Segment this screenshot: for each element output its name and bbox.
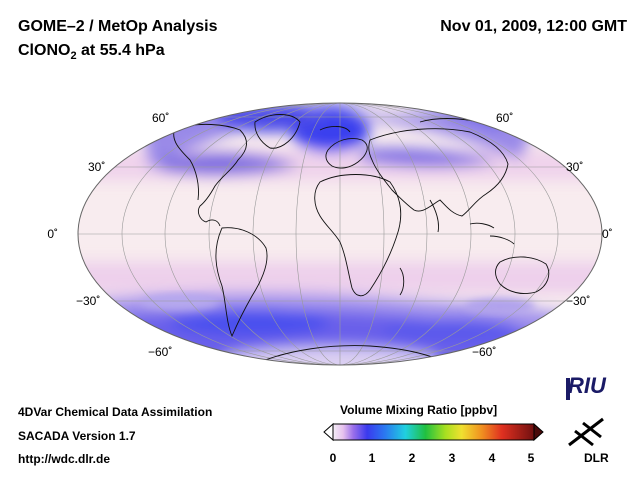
colorbar-tick-4: 4 [488,451,496,465]
colorbar [323,422,544,442]
colorbar-tick-0: 0 [329,451,337,465]
riu-logo: RIU [568,373,606,398]
colorbar-low-arrow [323,422,334,442]
map-outline [77,102,603,366]
coastlines [173,114,550,363]
dlr-logo-text: DLR [584,451,609,465]
species-label: ClONO2 at 55.4 hPa [18,41,165,66]
lat-label-left-0: 0˚ [47,227,58,241]
species-subscript: 2 [70,50,77,63]
footer-line-2: SACADA Version 1.7 [18,429,136,443]
colorbar-high-arrow [533,422,544,442]
footer-line-1: 4DVar Chemical Data Assimilation [18,405,213,419]
colorbar-tick-2: 2 [408,451,416,465]
lat-label-left-60: 60˚ [152,111,169,125]
colorbar-gradient [332,423,535,441]
lat-label-right-neg30: −30˚ [566,294,590,308]
species-prefix: ClONO [18,42,71,59]
map-title: GOME–2 / MetOp Analysis [18,18,218,35]
analysis-datetime: Nov 01, 2009, 12:00 GMT [440,18,627,35]
lat-label-right-30: 30˚ [566,160,583,174]
lat-label-left-30: 30˚ [88,160,105,174]
lat-label-right-60: 60˚ [496,111,513,125]
lat-label-left-neg30: −30˚ [76,294,100,308]
species-suffix: at 55.4 hPa [76,42,165,59]
lat-label-left-neg60: −60˚ [148,345,172,359]
colorbar-tick-1: 1 [368,451,376,465]
colorbar-tick-3: 3 [448,451,456,465]
lat-label-right-neg60: −60˚ [472,345,496,359]
lat-label-right-0: 0˚ [602,227,613,241]
riu-logo-mark [566,378,570,400]
footer-url: http://wdc.dlr.de [18,452,110,466]
dlr-logo-icon [568,417,604,447]
colorbar-tick-5: 5 [527,451,535,465]
colorbar-title: Volume Mixing Ratio [ppbv] [340,403,498,417]
